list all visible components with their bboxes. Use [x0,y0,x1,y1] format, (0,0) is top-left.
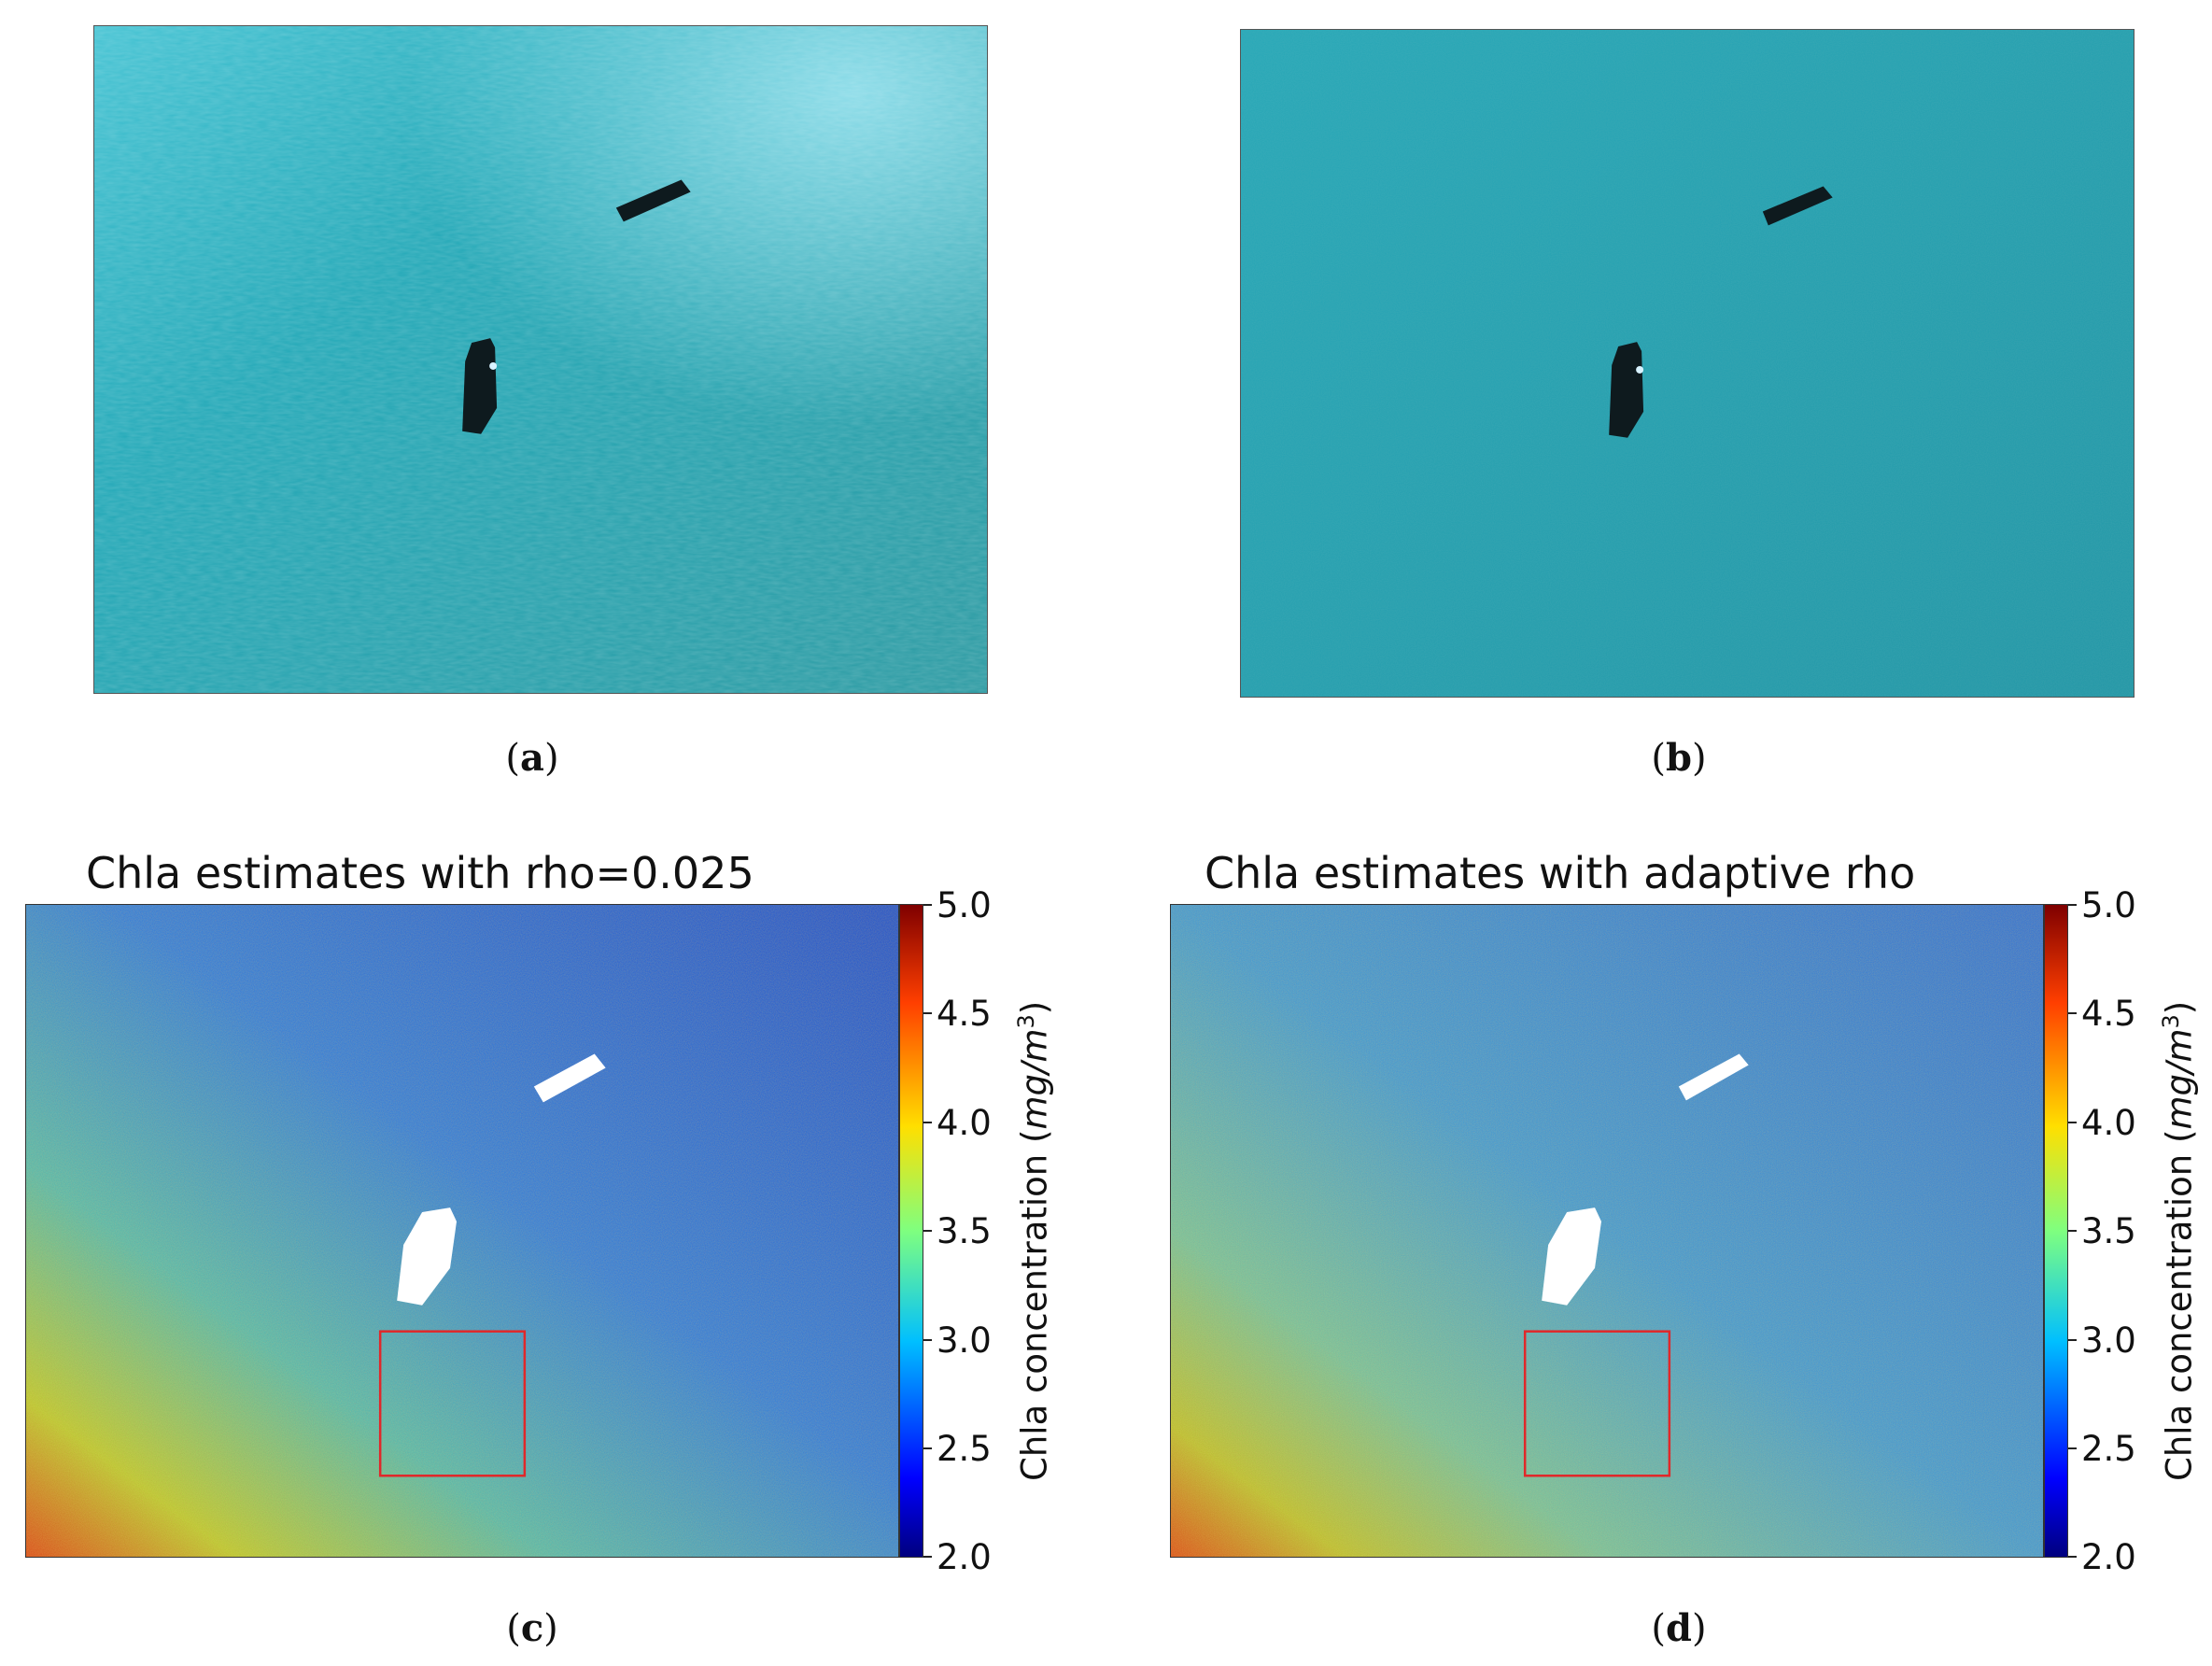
tick-c-2.0: 2.0 [937,1537,992,1577]
ship-mask-small-c [533,1053,606,1103]
caption-d: (d) [1651,1606,1707,1650]
chla-map-c [25,904,899,1558]
tick-c-5.0: 5.0 [937,885,992,925]
colorbar-label-c: Chla concentration (mg/m3) [1013,1000,1055,1481]
tick-d-3.0: 3.0 [2081,1320,2136,1361]
tick-c-4.0: 4.0 [937,1103,992,1143]
tick-d-4.5: 4.5 [2081,994,2136,1034]
ship-mask-small-d [1678,1053,1749,1101]
tick-c-3.5: 3.5 [937,1211,992,1251]
tick-d-2.0: 2.0 [2081,1537,2136,1577]
tick-c-3.0: 3.0 [937,1320,992,1361]
colorbar-c [899,904,923,1558]
water-photo-a [94,26,987,693]
roi-box-d [1523,1330,1671,1477]
ship-small-a [615,179,691,222]
photo-panel-a [93,25,988,694]
tick-d-4.0: 4.0 [2081,1103,2136,1143]
tick-c-2.5: 2.5 [937,1429,992,1469]
ship-large-a [462,338,498,434]
ship-large-b [1609,342,1644,438]
ship-small-b [1762,186,1833,226]
chla-map-d [1170,904,2044,1558]
tick-d-5.0: 5.0 [2081,885,2136,925]
roi-box-c [378,1330,527,1477]
colorbar-d [2044,904,2068,1558]
ship-mask-large-c [397,1207,458,1306]
tick-d-2.5: 2.5 [2081,1429,2136,1469]
caption-c: (c) [506,1606,558,1650]
map-title-d: Chla estimates with adaptive rho [1205,848,1916,898]
ship-mask-large-d [1542,1207,1602,1306]
tick-c-4.5: 4.5 [937,994,992,1034]
tick-d-3.5: 3.5 [2081,1211,2136,1251]
caption-b: (b) [1651,736,1707,780]
caption-a: (a) [505,736,559,780]
water-photo-b [1241,30,2134,697]
colorbar-label-d: Chla concentration (mg/m3) [2158,1000,2200,1481]
map-title-c: Chla estimates with rho=0.025 [86,848,754,898]
photo-panel-b [1240,29,2135,698]
